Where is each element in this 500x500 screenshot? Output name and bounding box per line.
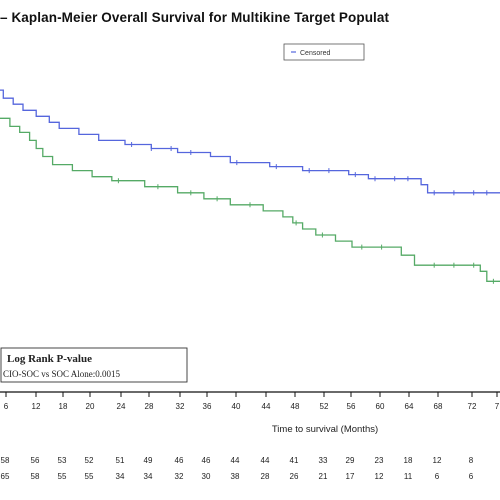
x-tick-label: 40 (232, 402, 241, 411)
risk-count: 52 (85, 456, 94, 465)
x-tick-label: 18 (59, 402, 68, 411)
x-tick-label: 72 (468, 402, 477, 411)
risk-count: 49 (144, 456, 153, 465)
risk-count: 65 (1, 472, 10, 481)
risk-count: 58 (1, 456, 10, 465)
x-axis-label: Time to survival (Months) (272, 424, 378, 435)
risk-count: 6 (469, 472, 474, 481)
risk-count: 30 (202, 472, 211, 481)
risk-count: 55 (58, 472, 67, 481)
x-tick-label: 12 (32, 402, 41, 411)
risk-count: 12 (375, 472, 384, 481)
x-tick-label: 36 (203, 402, 212, 411)
x-tick-label: 56 (347, 402, 356, 411)
risk-count: 29 (346, 456, 355, 465)
risk-count: 11 (404, 472, 413, 481)
survival-curves (0, 89, 500, 284)
km-curve-1 (0, 89, 500, 194)
x-tick-label: 44 (262, 402, 271, 411)
x-axis-ticks: 6 12 18 20 24 28 32 36 40 44 48 52 56 60 64 68 72 7 (4, 392, 500, 411)
x-tick-label: 64 (405, 402, 414, 411)
risk-count: 21 (319, 472, 328, 481)
risk-count: 32 (175, 472, 184, 481)
risk-count: 44 (231, 456, 240, 465)
risk-count: 28 (261, 472, 270, 481)
risk-count: 41 (290, 456, 299, 465)
risk-count: 46 (202, 456, 211, 465)
x-tick-label: 52 (320, 402, 329, 411)
x-tick-label: 24 (117, 402, 126, 411)
legend-label: Censored (300, 50, 330, 57)
risk-count: 33 (319, 456, 328, 465)
risk-count: 53 (58, 456, 67, 465)
x-tick-label: 68 (434, 402, 443, 411)
x-tick-label: 7 (495, 402, 500, 411)
risk-count: 38 (231, 472, 240, 481)
x-tick-label: 28 (145, 402, 154, 411)
risk-count: 56 (31, 456, 40, 465)
risk-count: 46 (175, 456, 184, 465)
x-tick-label: 6 (4, 402, 9, 411)
risk-count: 34 (116, 472, 125, 481)
risk-count: 6 (435, 472, 440, 481)
risk-count: 23 (375, 456, 384, 465)
risk-count: 51 (116, 456, 125, 465)
risk-count: 18 (404, 456, 413, 465)
pvalue-box: Log Rank P-value CIO-SOC vs SOC Alone:0.… (0, 347, 188, 383)
risk-count: 55 (85, 472, 94, 481)
risk-count: 8 (469, 456, 474, 465)
pvalue-box-frame (0, 347, 188, 383)
risk-table: 58 56 53 52 51 49 46 46 44 44 41 33 29 23 18 12 8 65 58 55 5… (1, 456, 474, 481)
risk-count: 58 (31, 472, 40, 481)
pvalue-text: CIO-SOC vs SOC Alone:0.0015 (3, 369, 121, 379)
chart-title: – Kaplan-Meier Overall Survival for Mult… (0, 10, 390, 25)
risk-count: 12 (433, 456, 442, 465)
risk-count: 34 (144, 472, 153, 481)
legend-box (283, 43, 365, 61)
x-tick-label: 48 (291, 402, 300, 411)
risk-count: 44 (261, 456, 270, 465)
risk-count: 26 (290, 472, 299, 481)
km-curve-2 (0, 117, 500, 282)
x-tick-label: 20 (86, 402, 95, 411)
pvalue-title: Log Rank P-value (7, 353, 92, 365)
risk-count: 17 (346, 472, 355, 481)
legend: Censored (283, 43, 365, 61)
x-tick-label: 60 (376, 402, 385, 411)
x-tick-label: 32 (176, 402, 185, 411)
